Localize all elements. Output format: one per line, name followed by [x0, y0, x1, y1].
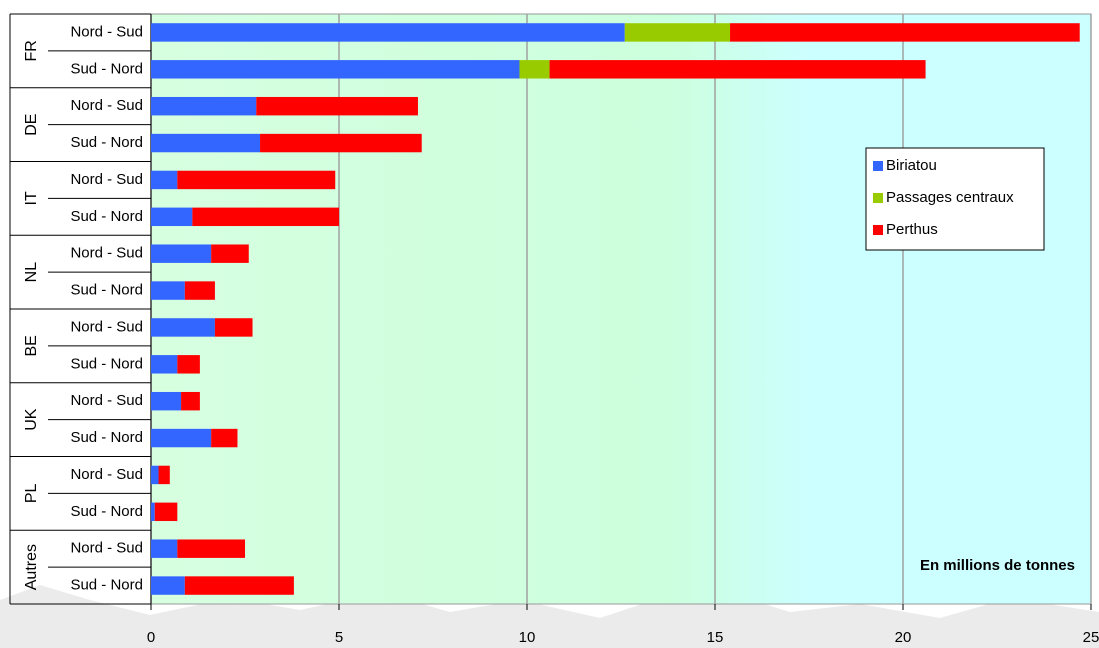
y-tick-label: Sud - Nord	[70, 429, 143, 446]
y-tick-label: Nord - Sud	[70, 97, 143, 114]
group-label: UK	[23, 408, 40, 431]
x-tick-label: 0	[147, 629, 155, 646]
legend-label: Biriatou	[886, 157, 937, 174]
y-tick-label: Nord - Sud	[70, 466, 143, 483]
bar-segment	[624, 23, 731, 42]
bar-segment	[519, 60, 550, 79]
bar-segment	[151, 355, 178, 374]
bar-segment	[184, 576, 294, 595]
bar-segment	[151, 428, 212, 448]
x-tick-label: 25	[1083, 629, 1099, 646]
legend-label: Passages centraux	[886, 189, 1014, 206]
group-label: FR	[23, 40, 40, 61]
y-tick-label: Nord - Sud	[70, 23, 143, 40]
y-tick-label: Sud - Nord	[70, 355, 143, 372]
bar-segment	[211, 244, 249, 263]
x-tick-label: 5	[335, 629, 343, 646]
bar-segment	[151, 207, 193, 227]
bar-segment	[184, 281, 215, 300]
legend-swatch	[873, 193, 883, 203]
bar-segment	[730, 23, 1080, 42]
bar-segment	[256, 96, 418, 116]
bar-segment	[151, 60, 520, 79]
group-label: IT	[23, 191, 40, 205]
y-tick-label: Sud - Nord	[70, 134, 143, 151]
bar-segment	[154, 502, 178, 522]
bar-segment	[214, 318, 253, 337]
y-tick-label: Nord - Sud	[70, 318, 143, 335]
group-label: NL	[23, 262, 40, 283]
mountain-backdrop	[0, 585, 1099, 648]
bar-segment	[151, 576, 185, 595]
bar-segment	[211, 428, 238, 448]
bar-segment	[181, 391, 200, 411]
y-tick-label: Nord - Sud	[70, 245, 143, 262]
group-label: PL	[23, 483, 40, 503]
group-label: DE	[23, 114, 40, 136]
bar-segment	[151, 502, 155, 522]
bar-segment	[151, 281, 185, 300]
group-label: Autres	[23, 544, 40, 590]
bar-segment	[151, 244, 212, 263]
legend-box	[865, 147, 1045, 251]
bar-segment	[151, 391, 182, 411]
y-tick-label: Sud - Nord	[70, 60, 143, 77]
y-tick-label: Sud - Nord	[70, 282, 143, 299]
bar-segment	[177, 355, 200, 374]
bar-segment	[260, 133, 422, 153]
bar-segment	[151, 133, 261, 153]
y-tick-label: Nord - Sud	[70, 171, 143, 188]
y-tick-label: Sud - Nord	[70, 577, 143, 594]
group-label: BE	[23, 335, 40, 356]
bar-segment	[151, 539, 178, 558]
legend-swatch	[873, 225, 883, 235]
legend-label: Perthus	[886, 221, 938, 238]
annotation: En millions de tonnes	[920, 557, 1075, 574]
bar-segment	[192, 207, 339, 227]
x-tick-label: 10	[519, 629, 536, 646]
bar-segment	[151, 465, 159, 485]
y-tick-label: Sud - Nord	[70, 503, 143, 520]
y-tick-label: Nord - Sud	[70, 392, 143, 409]
y-tick-label: Sud - Nord	[70, 208, 143, 225]
bar-segment	[151, 318, 215, 337]
x-tick-label: 15	[707, 629, 724, 646]
bar-segment	[151, 23, 625, 42]
legend-swatch	[873, 161, 883, 171]
bar-segment	[151, 96, 257, 116]
y-tick-label: Nord - Sud	[70, 540, 143, 557]
bar-segment	[177, 539, 245, 558]
bar-segment	[158, 465, 170, 485]
x-tick-label: 20	[895, 629, 912, 646]
bar-segment	[549, 60, 926, 79]
bar-segment	[151, 170, 178, 190]
bar-segment	[177, 170, 336, 190]
